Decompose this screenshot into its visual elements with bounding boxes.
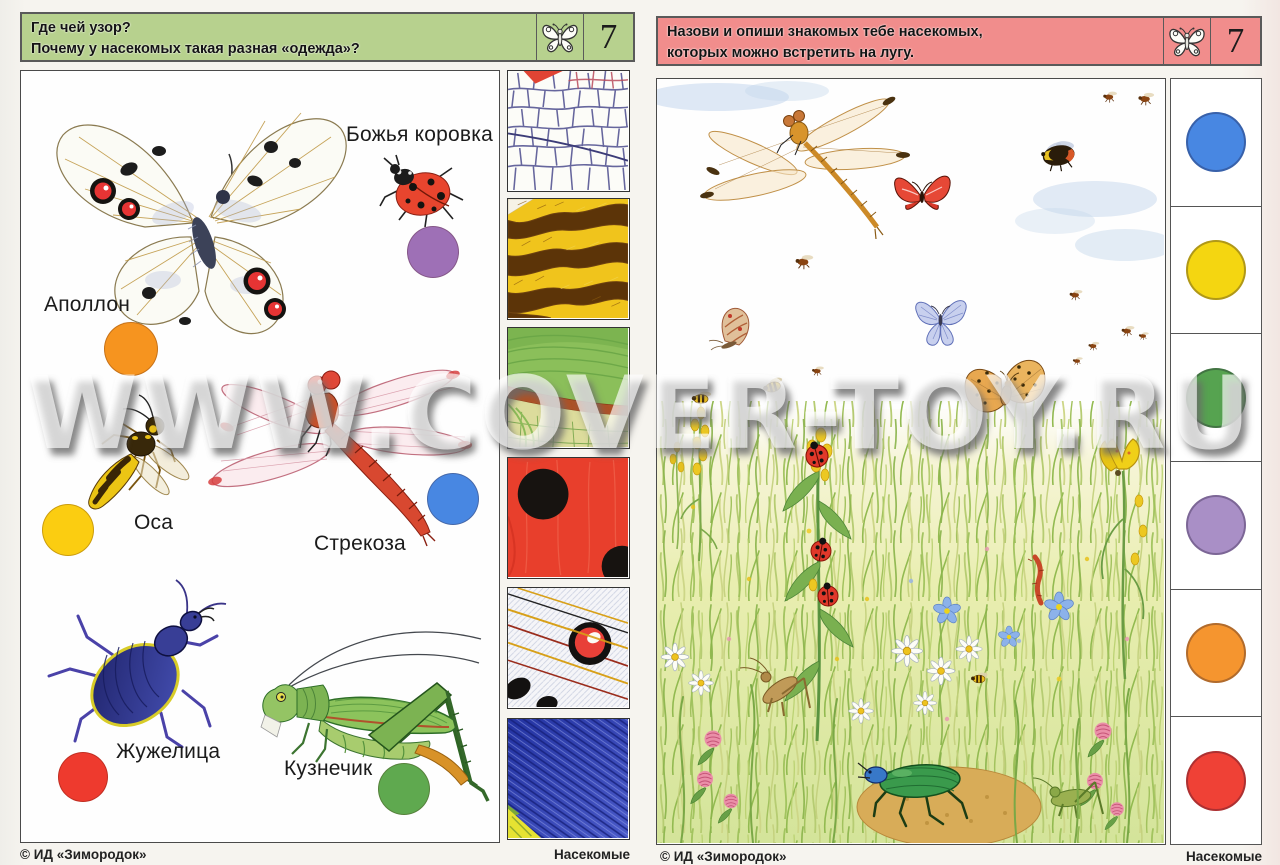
- left-footer-series: Насекомые: [554, 847, 630, 862]
- meadow-illustration: [657, 81, 1164, 843]
- right-footer-series: Насекомые: [1186, 849, 1262, 864]
- pattern-square-beetle-shell: [507, 718, 630, 840]
- label-dragonfly: Стрекоза: [314, 532, 406, 555]
- wasp-illustration: [88, 394, 190, 510]
- color-dot-ladybug: [407, 226, 459, 278]
- pattern-square-wasp-stripes: [507, 198, 630, 320]
- color-dot-apollo: [104, 322, 158, 376]
- brown-butterfly: [708, 307, 750, 351]
- daisy: [891, 635, 923, 667]
- label-apollo: Аполлон: [44, 293, 131, 316]
- clouds: [657, 81, 1164, 261]
- color-dot-grasshopper: [378, 763, 430, 815]
- blue-butterfly: [915, 300, 967, 346]
- pattern-square-ladybug-spots: [507, 457, 630, 579]
- answer-cell: [1171, 590, 1261, 718]
- left-header-line2: Почему у насекомых такая разная «одежда»…: [31, 40, 360, 57]
- butterfly-icon: [536, 14, 583, 60]
- left-page-header: Где чей узор? Почему у насекомых такая р…: [20, 12, 635, 62]
- dragonfly-illustration: [208, 369, 472, 547]
- stone-speckles: [905, 795, 1007, 825]
- bumblebee: [1041, 141, 1075, 172]
- grasshopper-illustration: [260, 631, 490, 802]
- red-butterfly: [894, 175, 951, 210]
- label-ladybug: Божья коровка: [346, 123, 493, 146]
- left-header-text: Где чей узор? Почему у насекомых такая р…: [22, 14, 536, 60]
- right-header-line2: которых можно встретить на лугу.: [667, 44, 915, 61]
- pattern-square-grasshopper-skin: [507, 327, 630, 449]
- right-header-text: Назови и опиши знакомых тебе насекомых, …: [658, 18, 1163, 64]
- label-wasp: Оса: [134, 511, 174, 534]
- left-header-line1: Где чей узор?: [31, 20, 131, 36]
- right-page-header: Назови и опиши знакомых тебе насекомых, …: [656, 16, 1262, 66]
- pattern-square-apollo-wing: [507, 587, 630, 709]
- answer-cell: [1171, 207, 1261, 335]
- answer-circle-green: [1186, 367, 1246, 428]
- yellow-tulip-flower: [1099, 438, 1148, 680]
- green-ground-beetle: [857, 762, 969, 828]
- foreground-grass: [678, 684, 1131, 843]
- answer-circle-red: [1186, 750, 1246, 811]
- answer-cell: [1171, 79, 1261, 207]
- answer-circle-blue: [1186, 112, 1246, 173]
- color-dot-dragonfly: [427, 473, 479, 525]
- caterpillar: [1027, 554, 1045, 606]
- meadow-dragonfly: [700, 96, 910, 240]
- answer-circle-yellow: [1186, 240, 1246, 300]
- right-footer-publisher: © ИД «Зимородок»: [660, 849, 787, 864]
- insects-illustration: [47, 112, 490, 802]
- pattern-square-dragonfly-wing: [507, 70, 630, 192]
- color-dot-wasp: [42, 504, 94, 556]
- answer-cell: [1171, 462, 1261, 590]
- right-page-number: 7: [1210, 18, 1260, 64]
- small-grasshopper-brown: [739, 657, 811, 717]
- butterfly-icon: [1163, 18, 1210, 64]
- small-fly: [1102, 91, 1118, 103]
- ladybug-illustration: [379, 154, 464, 228]
- answer-cell: [1171, 334, 1261, 463]
- apollo-butterfly-illustration: [56, 112, 347, 334]
- answer-circle-orange: [1186, 623, 1246, 684]
- meadow-illustration-box: [656, 78, 1166, 845]
- yellow-spike-flowers: [669, 406, 718, 562]
- stem-with-ladybugs: [782, 427, 854, 742]
- color-dot-beetle: [58, 752, 108, 802]
- answer-cell: [1171, 717, 1261, 844]
- small-grasshopper-green: [1032, 777, 1104, 819]
- answer-circle-purple: [1186, 495, 1246, 556]
- right-header-line1: Назови и опиши знакомых тебе насекомых,: [667, 24, 983, 40]
- answer-color-column: [1170, 78, 1262, 845]
- ground-beetle-illustration: [47, 579, 227, 749]
- label-beetle: Жужелица: [116, 740, 221, 763]
- orange-spotted-butterfly: [964, 359, 1046, 413]
- left-illustration-box: Аполлон Божья коровка Оса Стрекоза Жужел…: [20, 70, 500, 843]
- left-page-number: 7: [583, 14, 633, 60]
- left-footer-publisher: © ИД «Зимородок»: [20, 847, 147, 862]
- label-grasshopper: Кузнечик: [284, 757, 373, 780]
